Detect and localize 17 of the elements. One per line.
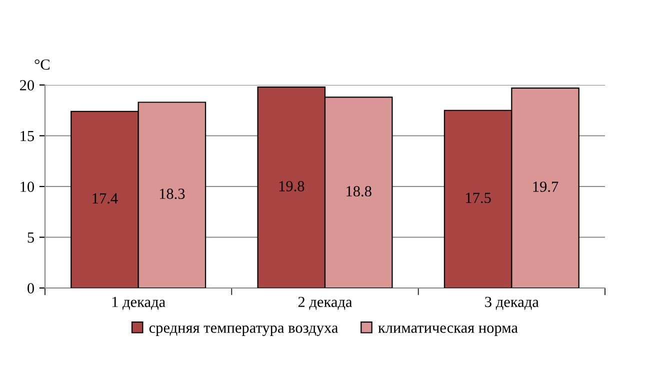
y-tick-label: 15 [20, 130, 34, 142]
x-tick-label: 3 декада [485, 296, 539, 310]
x-tick-label: 2 декада [298, 296, 352, 310]
legend-label: климатическая норма [378, 326, 518, 336]
y-tick-label: 20 [20, 80, 34, 90]
data-label: 17.5 [466, 192, 491, 204]
legend-label: средняя температура воздуха [149, 326, 338, 336]
y-tick-label: 5 [28, 232, 34, 243]
data-label: 19.8 [279, 181, 304, 192]
data-label: 19.7 [533, 182, 558, 192]
y-axis-title: °C [34, 59, 50, 70]
data-label: 18.8 [346, 186, 372, 196]
y-tick-label: 0 [28, 283, 34, 294]
y-tick-label: 10 [20, 182, 34, 192]
x-tick-label: 1 декада [112, 296, 166, 310]
data-label: 17.4 [92, 193, 118, 204]
data-label: 18.3 [160, 188, 185, 200]
